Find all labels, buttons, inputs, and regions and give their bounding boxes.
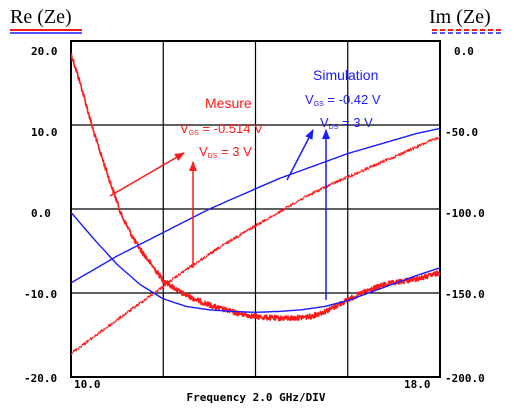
series-group [71, 53, 440, 356]
x-axis-label: Frequency 2.0 GHz/DIV [186, 391, 325, 404]
series-line-meas_re [71, 53, 440, 322]
left-tick-1: 20.0 [31, 45, 58, 58]
mesure-vgs: VGS = -0.514 V [180, 121, 263, 137]
left-tick-5: -20.0 [24, 372, 57, 385]
left-tick-3: 0.0 [31, 207, 51, 220]
simulation-vgs: VGS = -0.42 V [305, 92, 381, 108]
right-tick-4: -150.0 [445, 288, 485, 301]
simulation-arrow-im [286, 129, 314, 181]
right-tick-1: 0.0 [454, 45, 474, 58]
x-tick-right: 18.0 [404, 378, 431, 391]
right-axis-title: Im (Ze) [429, 6, 491, 28]
right-tick-3: -100.0 [445, 207, 485, 220]
x-tick-left: 10.0 [74, 378, 101, 391]
left-tick-4: -10.0 [24, 288, 57, 301]
mesure-title: Mesure [205, 95, 252, 111]
plot-grid [71, 41, 440, 377]
right-tick-5: -200.0 [445, 372, 485, 385]
simulation-annotation: Simulation VGS = -0.42 V VDS = 3 V [305, 67, 381, 131]
mesure-vds: VDS = 3 V [199, 144, 252, 160]
simulation-vds: VDS = 3 V [320, 115, 373, 131]
right-tick-2: -50.0 [445, 126, 478, 139]
plot-frame [70, 40, 441, 378]
left-axis-title: Re (Ze) [10, 6, 72, 28]
series-line-sim_re [71, 211, 440, 313]
left-tick-2: 10.0 [31, 126, 58, 139]
simulation-title: Simulation [313, 67, 378, 83]
series-line-sim_im [71, 127, 440, 284]
mesure-arrow-re [109, 152, 185, 197]
mesure-annotation: Mesure VGS = -0.514 V VDS = 3 V [180, 95, 263, 160]
series-line-meas_im [71, 135, 440, 356]
